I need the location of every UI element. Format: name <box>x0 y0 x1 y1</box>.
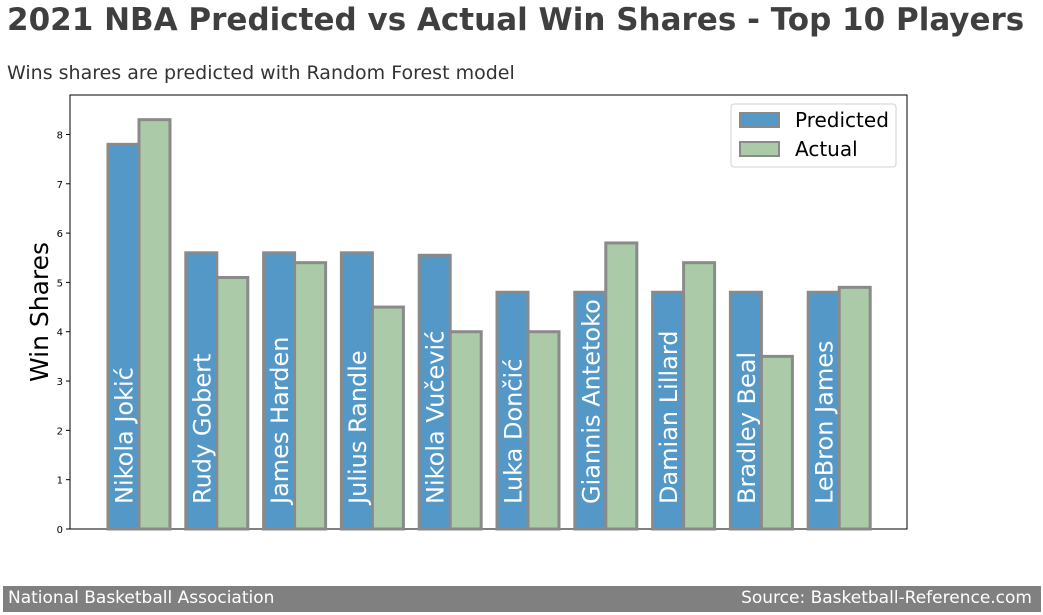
category-label: Rudy Gobert <box>188 354 216 504</box>
bar-actual <box>682 261 717 531</box>
bar-actual <box>759 354 794 531</box>
category-label: Damian Lillard <box>655 330 683 504</box>
legend-label: Predicted <box>795 108 889 132</box>
legend-swatch <box>739 141 780 157</box>
plot-frame <box>69 94 908 530</box>
bar-actual <box>526 330 561 531</box>
footer-organization: National Basketball Association <box>8 588 275 608</box>
bar-predicted <box>495 290 530 531</box>
category-label: Nikola Jokić <box>111 367 139 504</box>
bar-predicted <box>339 251 374 531</box>
y-tick-label: 3 <box>57 377 63 388</box>
y-axis-label: Win Shares <box>25 242 54 382</box>
category-label: Giannis Antetoko <box>577 299 605 504</box>
y-tick-label: 5 <box>57 278 63 289</box>
bar-actual <box>604 241 639 531</box>
category-label: Bradley Beal <box>733 352 761 504</box>
y-tick-label: 4 <box>57 328 63 339</box>
y-tick-label: 7 <box>57 180 63 191</box>
bar-actual <box>215 275 250 531</box>
y-tick-label: 8 <box>57 130 63 141</box>
chart-subtitle: Wins shares are predicted with Random Fo… <box>7 62 515 84</box>
bar-actual <box>370 305 405 531</box>
bar-predicted <box>417 253 452 531</box>
legend-swatch <box>739 112 780 128</box>
category-label: Nikola Vučević <box>422 331 450 504</box>
y-tick-label: 2 <box>57 426 63 437</box>
bar-predicted <box>728 290 763 531</box>
bar-predicted <box>651 290 686 531</box>
bar-actual <box>448 330 483 531</box>
y-tick-label: 1 <box>57 476 63 487</box>
bar-actual <box>837 285 872 531</box>
category-label: LeBron James <box>811 341 839 504</box>
bar-chart: 0 1 2 3 4 5 6 7 8 Win Shares Nikola Jokić Rudy Gobe… <box>25 94 908 536</box>
footer-bar: National Basketball Association Source: … <box>3 586 1041 612</box>
chart-title: 2021 NBA Predicted vs Actual Win Shares … <box>7 2 1025 38</box>
y-tick-label: 6 <box>57 229 63 240</box>
bar-actual <box>293 261 328 531</box>
bar-actual <box>137 118 172 531</box>
footer-source: Source: Basketball-Reference.com <box>741 588 1032 608</box>
bar-predicted <box>262 251 297 531</box>
category-label: Luka Dončić <box>500 359 528 504</box>
category-label: Julius Randle <box>344 350 372 506</box>
legend-label: Actual <box>795 137 858 161</box>
bar-predicted <box>106 142 141 531</box>
category-label: James Harden <box>266 337 294 506</box>
y-tick-label: 0 <box>57 525 63 536</box>
